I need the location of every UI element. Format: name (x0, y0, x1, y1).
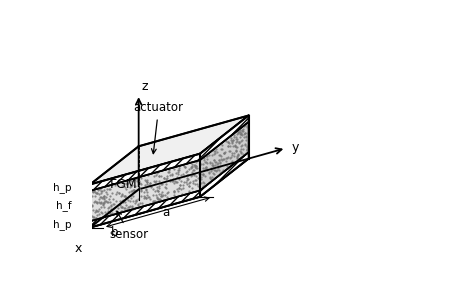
Polygon shape (200, 122, 248, 190)
Text: h_f: h_f (56, 201, 72, 211)
Text: FGM: FGM (109, 178, 137, 191)
Polygon shape (200, 152, 248, 197)
Text: actuator: actuator (134, 101, 183, 154)
Polygon shape (200, 116, 248, 160)
Polygon shape (90, 154, 200, 191)
Text: x: x (74, 241, 82, 255)
Polygon shape (90, 159, 248, 227)
Text: y: y (292, 141, 299, 154)
Polygon shape (90, 190, 200, 227)
Text: sensor: sensor (110, 211, 149, 241)
Text: a: a (163, 206, 170, 219)
Text: h_p: h_p (54, 182, 72, 193)
Text: h_p: h_p (54, 219, 72, 230)
Text: z: z (142, 80, 148, 93)
Text: b: b (110, 226, 118, 239)
Polygon shape (90, 160, 200, 221)
Polygon shape (90, 116, 248, 185)
